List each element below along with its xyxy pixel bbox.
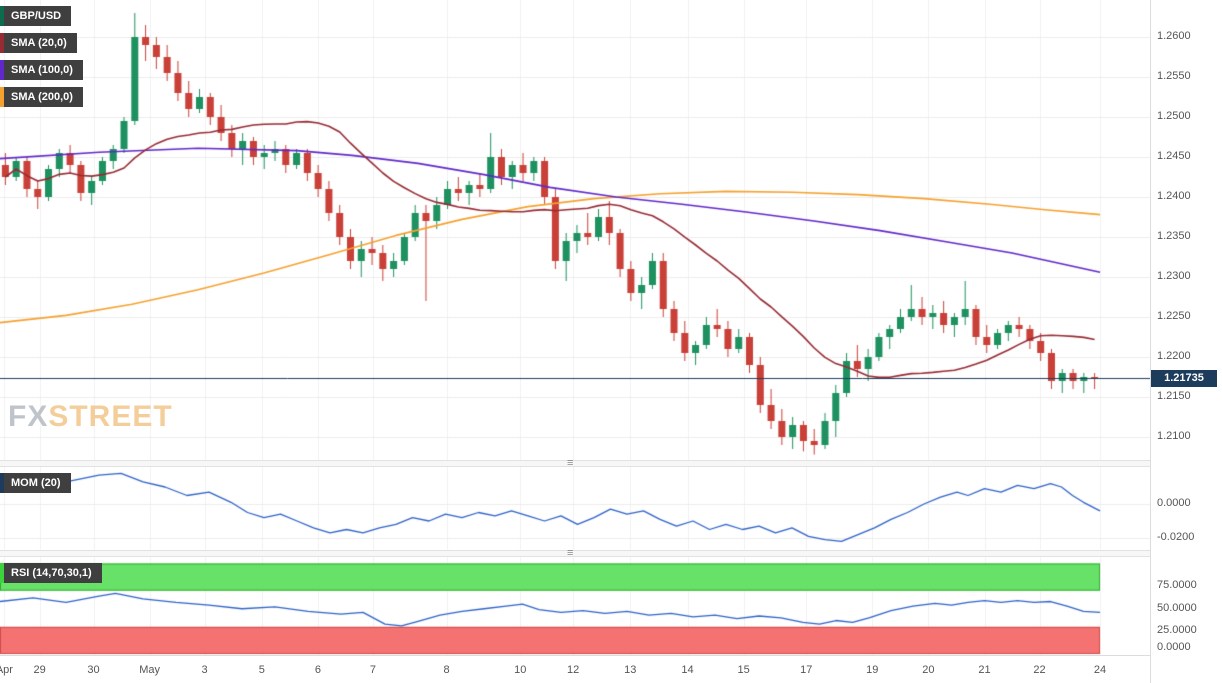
plot-column: GBP/USD SMA (20,0) SMA (100,0) SMA (200,… [0, 0, 1150, 683]
time-axis-label: 24 [1093, 664, 1107, 676]
sma200-accent-icon [0, 87, 4, 107]
time-axis-label: 7 [369, 664, 376, 676]
momentum-canvas[interactable] [0, 467, 1150, 550]
axis-tick-label: 1.2500 [1157, 110, 1191, 122]
time-axis-label: 14 [681, 664, 694, 676]
time-axis-label: 13 [624, 664, 637, 676]
rsi-badge-label: RSI (14,70,30,1) [11, 567, 92, 579]
time-axis-label: Apr [0, 664, 13, 676]
panel-splitter-2[interactable]: ≡ [0, 547, 1150, 559]
axis-tick-label: -0.0200 [1157, 531, 1195, 543]
watermark-fx: FX [8, 400, 49, 433]
splitter-grip-icon[interactable]: ≡ [567, 547, 574, 559]
rsi-accent-icon [0, 563, 4, 583]
rsi-canvas[interactable] [0, 557, 1150, 655]
axis-tick-label: 25.0000 [1157, 624, 1197, 637]
sma100-accent-icon [0, 60, 4, 80]
time-axis-label: 3 [201, 664, 208, 676]
time-axis-label: 17 [800, 664, 813, 676]
time-axis-label: 6 [314, 664, 321, 676]
axis-tick-label: 1.2100 [1157, 430, 1191, 442]
rsi-badge[interactable]: RSI (14,70,30,1) [0, 563, 102, 583]
mom-badge-label: MOM (20) [11, 477, 61, 489]
time-axis-label: 20 [922, 664, 935, 676]
main-legend: GBP/USD SMA (20,0) SMA (100,0) SMA (200,… [0, 6, 83, 107]
main-chart-panel: GBP/USD SMA (20,0) SMA (100,0) SMA (200,… [0, 0, 1150, 460]
sma200-badge[interactable]: SMA (200,0) [0, 87, 83, 107]
pair-badge-label: GBP/USD [11, 10, 62, 22]
axis-tick-label: 1.2200 [1157, 350, 1191, 362]
sma100-badge-label: SMA (100,0) [11, 64, 73, 76]
time-axis-label: 30 [87, 664, 100, 676]
axis-tick-label: 1.2550 [1157, 70, 1191, 82]
axis-tick-label: 0.0000 [1157, 641, 1191, 653]
splitter-grip-icon[interactable]: ≡ [567, 457, 574, 469]
mom-badge[interactable]: MOM (20) [0, 473, 71, 493]
axis-tick-label: 1.2600 [1157, 30, 1191, 42]
time-axis-label: 19 [866, 664, 879, 676]
axis-tick-label: 1.2450 [1157, 150, 1191, 162]
sma20-badge[interactable]: SMA (20,0) [0, 33, 77, 53]
sma20-accent-icon [0, 33, 4, 53]
momentum-panel: MOM (20) [0, 467, 1150, 550]
sma100-badge[interactable]: SMA (100,0) [0, 60, 83, 80]
time-axis[interactable]: Apr 29 30 May 3 5 6 7 8 10 12 13 14 15 17 19 20 21 22 24 [0, 655, 1150, 683]
time-axis-label: 5 [258, 664, 265, 676]
axis-tick-label: 1.2250 [1157, 310, 1191, 322]
watermark-street: STREET [48, 400, 173, 433]
time-axis-label: 29 [33, 664, 46, 676]
axis-tick-label: 0.0000 [1157, 497, 1191, 509]
fxstreet-watermark: FXSTREET [8, 400, 173, 434]
candlestick-canvas[interactable] [0, 0, 1150, 460]
last-price-badge: 1.21735 [1151, 369, 1217, 387]
time-axis-label: 22 [1033, 664, 1046, 676]
price-axis-column[interactable]: 1.21735 1.2600 1.2550 1.2500 1.2450 1.2400 1.… [1150, 0, 1222, 683]
time-axis-label: 12 [566, 664, 580, 676]
sma20-badge-label: SMA (20,0) [11, 37, 67, 49]
pair-badge[interactable]: GBP/USD [0, 6, 72, 26]
time-axis-label: 10 [514, 664, 527, 676]
time-axis-label: 15 [737, 664, 750, 676]
time-axis-label: 8 [443, 664, 450, 676]
axis-tick-label: 50.0000 [1157, 601, 1197, 614]
axis-tick-label: 1.2150 [1157, 390, 1191, 402]
axis-tick-label: 75.0000 [1157, 579, 1197, 592]
mom-accent-icon [0, 473, 4, 493]
axis-tick-label: 1.2300 [1157, 270, 1191, 282]
time-axis-label: May [139, 664, 160, 676]
pair-accent-icon [0, 6, 4, 26]
axis-tick-label: 1.2350 [1157, 230, 1191, 242]
sma200-badge-label: SMA (200,0) [11, 91, 73, 103]
rsi-panel: RSI (14,70,30,1) [0, 557, 1150, 655]
axis-tick-label: 1.2400 [1157, 190, 1191, 202]
time-axis-label: 21 [978, 664, 991, 676]
panel-splitter[interactable]: ≡ [0, 457, 1150, 469]
